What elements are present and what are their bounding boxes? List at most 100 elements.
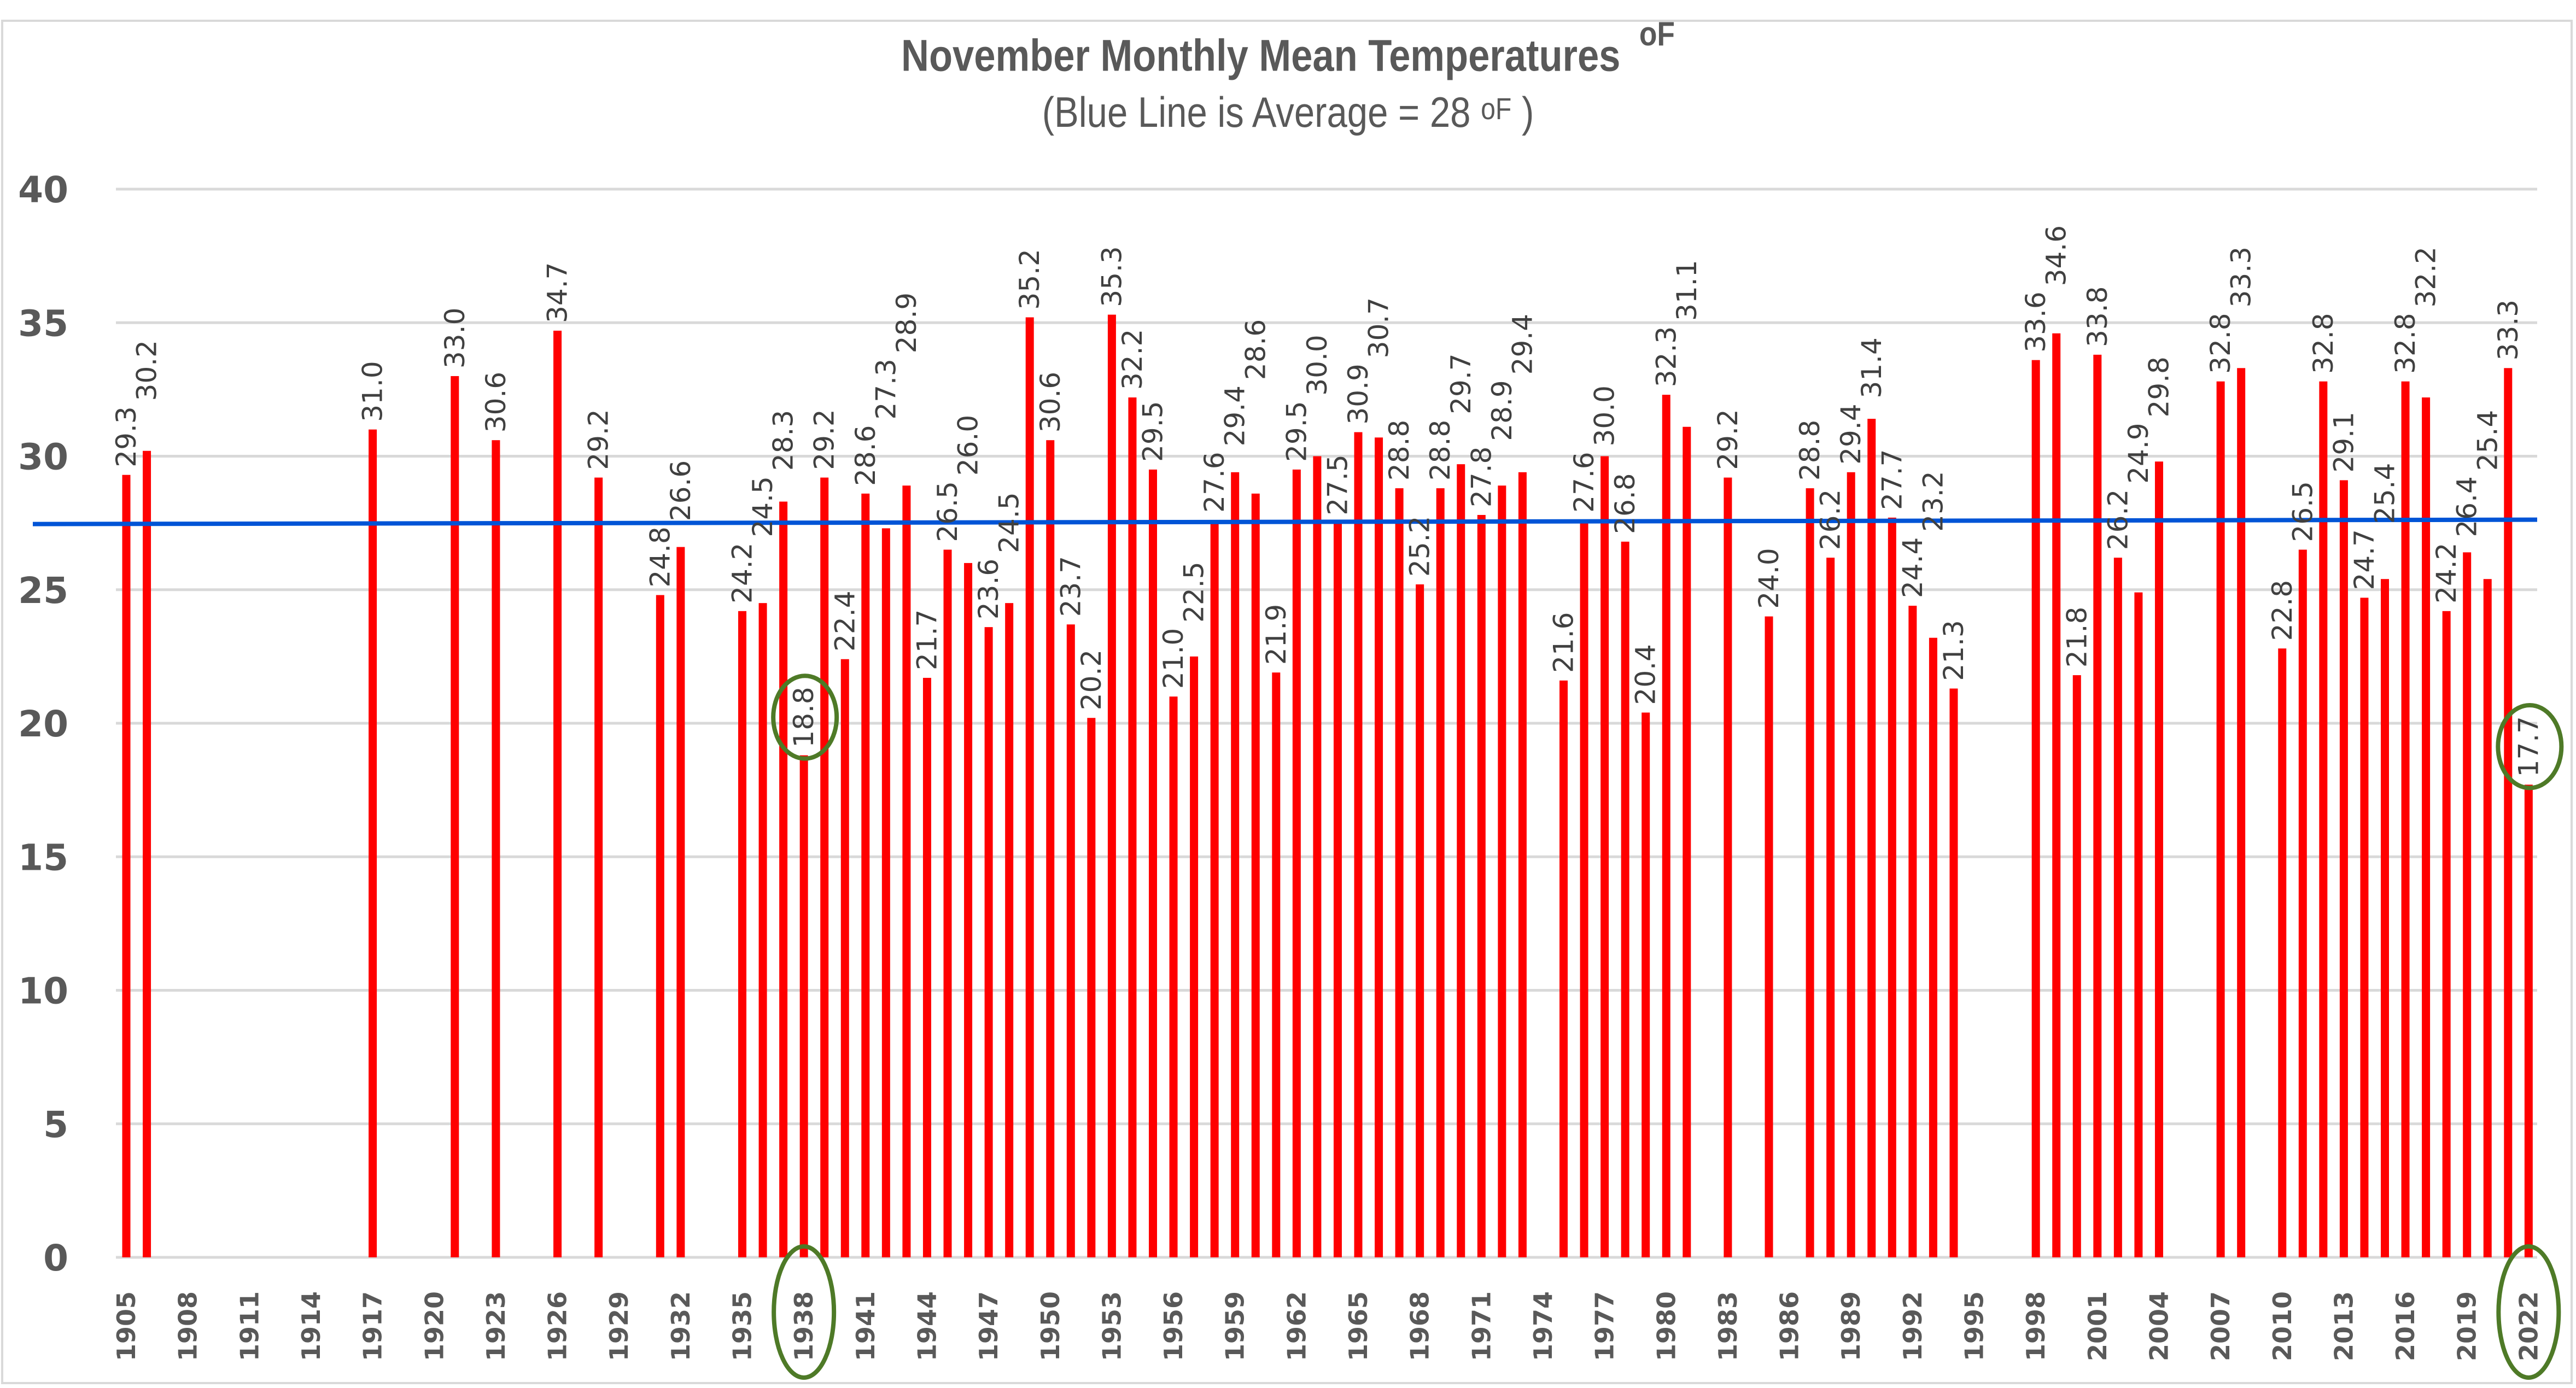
data-label-1991: 27.7 [1876, 449, 1908, 510]
bar-1937 [779, 501, 788, 1258]
data-label-1948: 24.5 [994, 492, 1025, 553]
bar-1949 [1025, 317, 1034, 1257]
bar-1987 [1806, 488, 1814, 1257]
bar-1962 [1292, 469, 1301, 1257]
data-label-2016: 32.8 [2390, 313, 2421, 373]
bar-1947 [984, 627, 993, 1257]
data-label-1988: 26.2 [1815, 489, 1847, 550]
average-line-group [32, 517, 2538, 526]
bar-2008 [2237, 368, 2246, 1258]
data-label-1973: 29.4 [1506, 314, 1538, 374]
bar-2002 [2113, 558, 2122, 1257]
bar-1928 [594, 477, 603, 1257]
data-label-1968: 25.2 [1404, 516, 1436, 577]
bar-1942 [881, 528, 890, 1257]
bar-1957 [1190, 656, 1199, 1257]
x-tick-label-1941: 1941 [851, 1291, 880, 1361]
x-tick-label-1980: 1980 [1651, 1291, 1681, 1361]
data-label-1950: 30.6 [1035, 372, 1066, 432]
x-tick-label-1905: 1905 [112, 1291, 141, 1361]
bar-1941 [861, 493, 870, 1257]
data-label-1999: 34.6 [2041, 225, 2072, 286]
bar-1973 [1518, 472, 1527, 1257]
bar-1994 [1949, 688, 1958, 1257]
data-label-2001: 33.8 [2082, 286, 2113, 347]
x-tick-label-1935: 1935 [728, 1291, 757, 1361]
data-label-1966: 30.7 [1363, 297, 1395, 358]
x-tick-label-2001: 2001 [2083, 1291, 2112, 1361]
chart-title-text: November Monthly Mean Temperatures [901, 31, 1621, 81]
data-label-1979: 20.4 [1630, 644, 1662, 705]
bar-1968 [1416, 584, 1424, 1257]
y-tick-label: 5 [43, 1104, 68, 1146]
data-label-1958: 27.6 [1199, 452, 1230, 512]
bar-1991 [1888, 517, 1896, 1257]
bar-1940 [840, 659, 849, 1257]
data-label-1989: 29.4 [1835, 403, 1867, 464]
bar-2012 [2319, 381, 2328, 1257]
data-label-1970: 29.7 [1445, 353, 1477, 414]
data-label-2008: 33.3 [2225, 247, 2257, 307]
data-label-1956: 21.0 [1158, 628, 1189, 689]
bar-1951 [1066, 624, 1075, 1257]
data-label-1975: 21.6 [1548, 612, 1580, 673]
highlight-year-2022 [2496, 1244, 2561, 1380]
data-label-1905: 29.3 [110, 406, 142, 467]
y-tick-label: 40 [18, 169, 68, 211]
bar-1958 [1210, 520, 1219, 1257]
bar-1956 [1169, 696, 1178, 1257]
bar-1983 [1724, 477, 1732, 1257]
bar-1963 [1313, 456, 1322, 1257]
bar-1993 [1929, 637, 1937, 1257]
data-label-2012: 32.8 [2308, 313, 2339, 373]
x-tick-label-1944: 1944 [912, 1291, 942, 1361]
data-label-1937: 28.3 [768, 410, 799, 471]
y-tick-label: 30 [18, 436, 68, 478]
bar-1975 [1559, 680, 1568, 1257]
x-tick-label-1962: 1962 [1282, 1291, 1311, 1361]
data-label-2003: 24.9 [2123, 423, 2154, 483]
data-label-1992: 24.4 [1897, 537, 1929, 598]
x-tick-label-2004: 2004 [2144, 1291, 2174, 1361]
bar-1978 [1621, 541, 1629, 1257]
data-label-2021: 33.3 [2492, 300, 2524, 360]
highlight-year-1938 [772, 1244, 837, 1380]
data-label-1990: 31.4 [1856, 337, 1888, 398]
data-label-1998: 33.6 [2020, 291, 2052, 352]
data-label-2007: 32.8 [2205, 313, 2236, 373]
bar-1943 [902, 485, 911, 1257]
chart-subtitle: (Blue Line is Average = 28 oF ) [180, 87, 2396, 137]
data-label-1926: 34.7 [542, 262, 574, 323]
data-label-1959: 29.4 [1219, 385, 1251, 446]
bar-1999 [2052, 333, 2061, 1257]
average-line [32, 517, 2538, 526]
data-label-1923: 30.6 [480, 372, 512, 432]
x-tick-label-1953: 1953 [1097, 1291, 1126, 1361]
data-label-2002: 26.2 [2102, 489, 2134, 550]
data-label-1993: 23.2 [1917, 471, 1949, 531]
bar-1967 [1395, 488, 1404, 1257]
data-label-1967: 28.8 [1383, 420, 1415, 481]
data-label-1960: 28.6 [1240, 319, 1271, 380]
bar-1998 [2031, 360, 2040, 1257]
data-label-2019: 26.4 [2451, 476, 2483, 537]
x-tick-label-2010: 2010 [2268, 1291, 2297, 1361]
x-tick-label-1992: 1992 [1898, 1291, 1927, 1361]
x-tick-label-1908: 1908 [173, 1291, 203, 1361]
bar-1931 [656, 595, 664, 1257]
data-label-1917: 31.0 [357, 361, 389, 421]
bar-1917 [369, 429, 377, 1257]
data-label-1921: 33.0 [439, 308, 471, 368]
highlight-ellipses [771, 673, 2564, 1380]
x-tick-label-1986: 1986 [1775, 1291, 1804, 1361]
data-label-2022: 17.7 [2513, 716, 2544, 777]
data-label-1940: 22.4 [829, 590, 861, 651]
data-label-1994: 21.3 [1938, 620, 1970, 681]
x-tick-label-2022: 2022 [2514, 1291, 2543, 1361]
bar-1955 [1149, 469, 1157, 1257]
bar-1959 [1231, 472, 1240, 1257]
y-tick-label: 15 [18, 836, 68, 879]
data-label-2015: 25.4 [2369, 463, 2401, 524]
x-tick-label-1917: 1917 [358, 1291, 388, 1361]
bar-2016 [2401, 381, 2410, 1257]
